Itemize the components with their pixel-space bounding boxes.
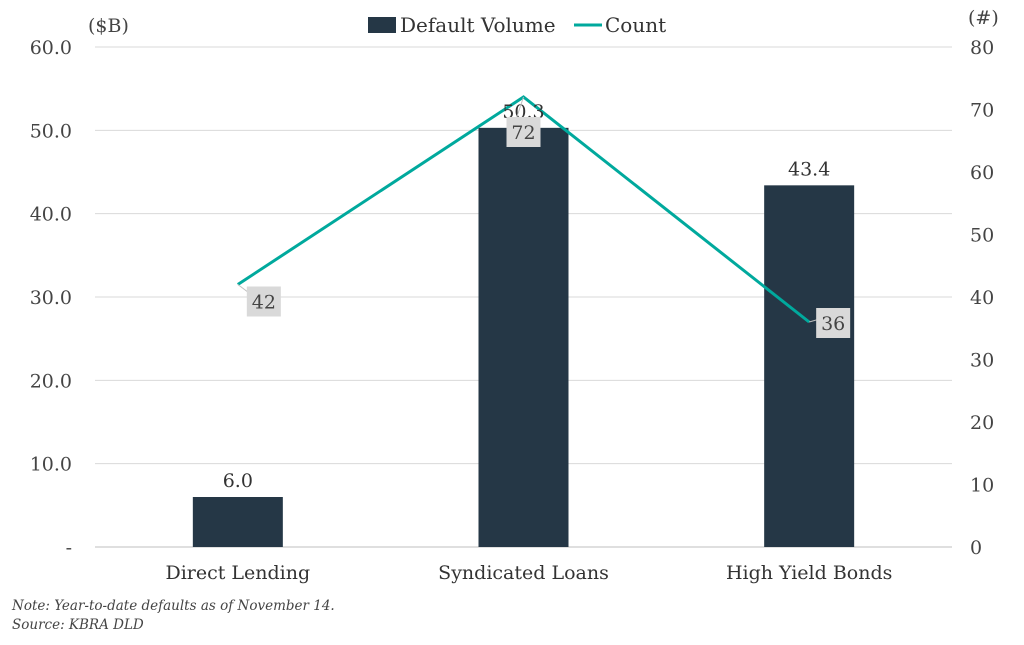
count-label-box <box>506 117 541 147</box>
count-label-text: 72 <box>511 122 535 144</box>
right-axis: 0 10 20 30 40 50 60 70 80 (#) <box>968 7 999 559</box>
left-axis-unit: ($B) <box>88 15 129 37</box>
count-label-text: 42 <box>252 292 276 314</box>
category-label: High Yield Bonds <box>726 562 892 584</box>
right-tick-label: 80 <box>970 37 994 59</box>
source-note: Source: KBRA DLD <box>12 617 144 633</box>
right-tick-label: 30 <box>970 350 994 372</box>
bar <box>478 127 569 547</box>
left-tick-label: - <box>66 537 72 559</box>
left-axis: - 10.0 20.0 30.0 40.0 50.0 60.0 ($B) <box>30 15 129 559</box>
category-label: Syndicated Loans <box>438 562 609 584</box>
left-tick-label: 60.0 <box>30 37 72 59</box>
bar-value-label: 43.4 <box>788 158 830 180</box>
category-label: Direct Lending <box>165 562 310 584</box>
right-tick-label: 70 <box>970 100 994 122</box>
bar-value-label: 6.0 <box>223 470 253 492</box>
count-value-label: 72 <box>506 96 541 147</box>
category-axis: Direct Lending Syndicated Loans High Yield… <box>165 562 892 584</box>
right-tick-label: 0 <box>970 537 982 559</box>
footnote: Note: Year-to-date defaults as of Novemb… <box>12 598 335 614</box>
bar <box>192 497 283 547</box>
right-axis-unit: (#) <box>968 7 999 29</box>
left-tick-label: 40.0 <box>30 204 72 226</box>
legend-swatch-bar <box>368 17 396 33</box>
left-tick-label: 50.0 <box>30 120 72 142</box>
legend: Default Volume Count <box>368 13 666 37</box>
right-tick-label: 20 <box>970 412 994 434</box>
right-tick-label: 50 <box>970 225 994 247</box>
count-label-box <box>246 286 281 317</box>
right-tick-label: 40 <box>970 287 994 309</box>
legend-label: Default Volume <box>400 13 556 37</box>
count-value-label: 42 <box>237 284 281 317</box>
count-label-box <box>816 308 851 338</box>
count-value-label: 36 <box>809 308 851 338</box>
count-label-text: 36 <box>821 313 845 335</box>
legend-label: Count <box>605 13 666 37</box>
bar <box>764 185 855 548</box>
left-tick-label: 10.0 <box>30 454 72 476</box>
right-tick-label: 10 <box>970 475 994 497</box>
left-tick-label: 20.0 <box>30 370 72 392</box>
bars <box>192 127 855 548</box>
left-tick-label: 30.0 <box>30 287 72 309</box>
right-tick-label: 60 <box>970 162 994 184</box>
